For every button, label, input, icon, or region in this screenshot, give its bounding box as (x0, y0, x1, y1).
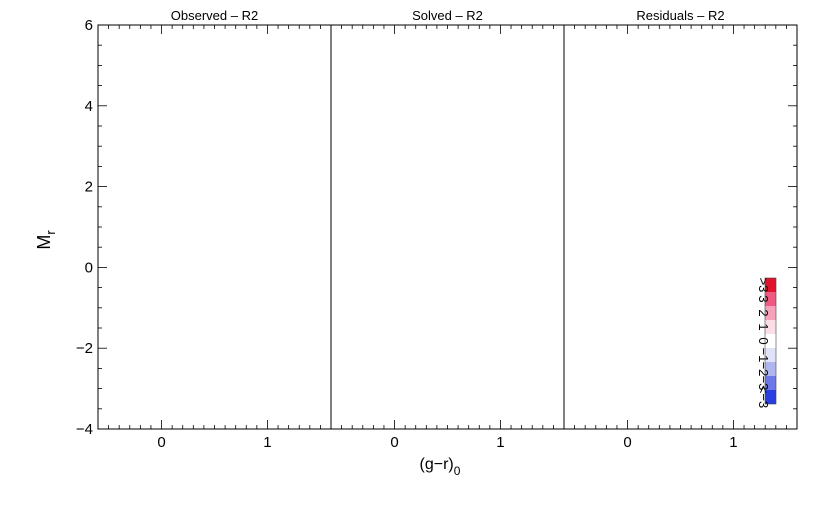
colorbar-label: −1 (756, 348, 771, 363)
colorbar-label: −2 (756, 362, 771, 377)
x-tick-label: 1 (263, 434, 271, 451)
panel-title: Residuals – R2 (636, 8, 724, 23)
x-axis-label: (g−r)0 (420, 456, 461, 478)
colorbar-label: >3 (756, 278, 771, 293)
y-tick-label: −2 (76, 340, 93, 357)
x-tick-label: 0 (623, 434, 631, 451)
y-tick-label: 0 (85, 259, 93, 276)
y-axis-label: Mr (34, 230, 58, 250)
y-tick-label: 2 (85, 179, 93, 196)
y-tick-label: 4 (85, 98, 93, 115)
colorbar-label: <−3 (756, 386, 771, 408)
panel-frame (98, 25, 331, 429)
y-tick-label: 6 (85, 17, 93, 34)
x-tick-label: 1 (496, 434, 504, 451)
y-tick-label: −4 (76, 421, 93, 438)
axes-layer: Observed – R2 0 1 Solved – R2 0 1 Residuals – … (76, 8, 797, 451)
panel-title: Observed – R2 (171, 8, 258, 23)
colorbar-label: 3 (756, 295, 771, 302)
panel-frame (331, 25, 564, 429)
x-tick-label: 0 (390, 434, 398, 451)
x-tick-label: 0 (157, 434, 165, 451)
panel-title: Solved – R2 (412, 8, 483, 23)
colorbar-label: 0 (756, 337, 771, 344)
colorbar-label: 2 (756, 309, 771, 316)
colorbar-label: 1 (756, 323, 771, 330)
x-tick-label: 1 (729, 434, 737, 451)
